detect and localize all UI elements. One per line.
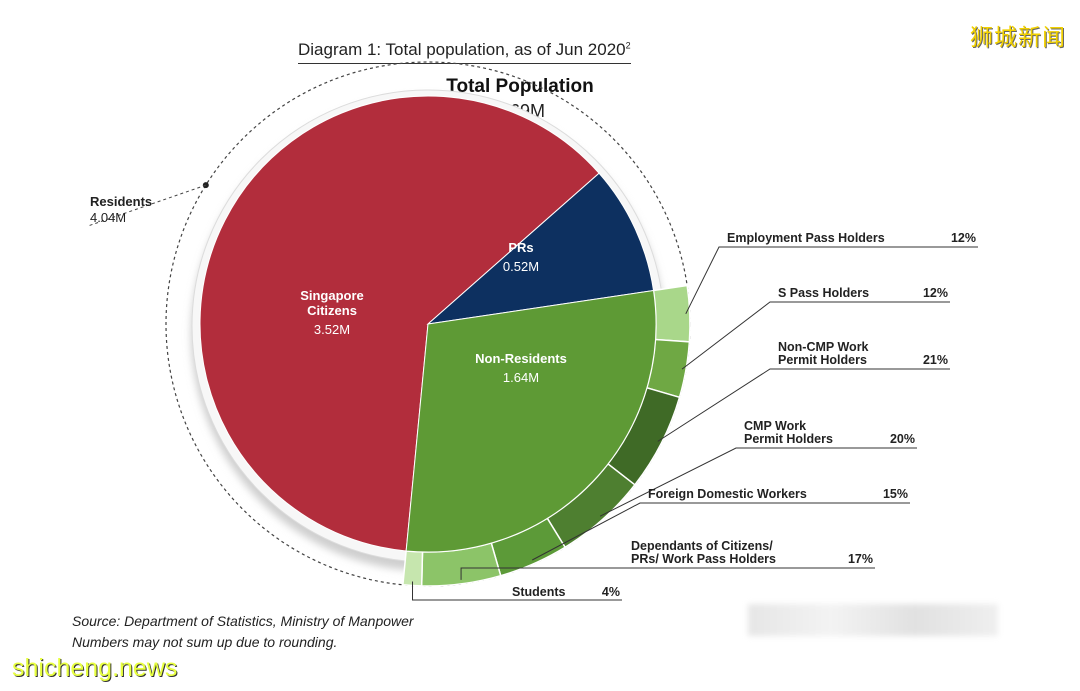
slice-label: Singapore Citizens 3.52M bbox=[300, 288, 364, 337]
breakdown-percent: 4% bbox=[602, 585, 620, 599]
slice-name: Citizens bbox=[307, 303, 357, 318]
breakdown-label-line: Foreign Domestic Workers bbox=[648, 487, 807, 501]
breakdown-label: Students bbox=[512, 585, 566, 599]
breakdown-segment-employment-pass-holders bbox=[652, 284, 691, 343]
breakdown-label-line: Non-CMP Work bbox=[778, 340, 869, 354]
diagram-title-footnote: 2 bbox=[625, 40, 631, 51]
residents-value: 4.04M bbox=[90, 210, 126, 225]
slice-label: Non-Residents 1.64M bbox=[475, 351, 567, 385]
breakdown-percent: 17% bbox=[848, 552, 873, 566]
breakdown-label: Foreign Domestic Workers bbox=[648, 487, 807, 501]
slice-name: PRs bbox=[508, 240, 533, 255]
breakdown-label-line: S Pass Holders bbox=[778, 286, 869, 300]
total-population-label: Total Population bbox=[446, 76, 594, 97]
slice-name: Non-Residents bbox=[475, 351, 567, 366]
slice-value: 0.52M bbox=[503, 259, 539, 274]
slice-non-residents bbox=[405, 289, 657, 553]
breakdown-leader-line bbox=[599, 447, 917, 517]
slice-name: Singapore bbox=[300, 288, 364, 303]
watermark-bottom: shicheng.news bbox=[12, 654, 178, 682]
residents-label: Residents bbox=[90, 194, 152, 209]
breakdown-label-line: Employment Pass Holders bbox=[727, 231, 885, 245]
breakdown-percent: 12% bbox=[951, 231, 976, 245]
slice-prs bbox=[426, 172, 655, 325]
breakdown-label-line: Permit Holders bbox=[744, 432, 833, 446]
breakdown-leader-line bbox=[412, 581, 622, 601]
breakdown-label: Dependants of Citizens/PRs/ Work Pass Ho… bbox=[631, 539, 776, 566]
rounding-note: Numbers may not sum up due to rounding. bbox=[72, 634, 338, 650]
breakdown-label: CMP Work Permit Holders bbox=[744, 419, 833, 446]
breakdown-label: Employment Pass Holders bbox=[727, 231, 885, 245]
breakdown-percent: 21% bbox=[923, 353, 948, 367]
source-text: Source: Department of Statistics, Minist… bbox=[72, 613, 414, 629]
breakdown-leader-line bbox=[657, 368, 950, 442]
breakdown-label: S Pass Holders bbox=[778, 286, 869, 300]
watermark-top: 狮城新闻 bbox=[970, 24, 1066, 50]
breakdown-label-line: Students bbox=[512, 585, 566, 599]
breakdown-label: Non-CMP Work Permit Holders bbox=[778, 340, 869, 367]
breakdown-percent: 15% bbox=[883, 487, 908, 501]
breakdown-label-line: PRs/ Work Pass Holders bbox=[631, 552, 776, 566]
breakdown-leader-line bbox=[685, 246, 978, 315]
slice-singapore-citizens bbox=[199, 95, 600, 552]
residents-leader-line bbox=[87, 184, 206, 227]
breakdown-leader-line bbox=[460, 567, 875, 580]
breakdown-label-line: Permit Holders bbox=[778, 353, 867, 367]
slice-value: 3.52M bbox=[314, 322, 350, 337]
breakdown-percent: 12% bbox=[923, 286, 948, 300]
breakdown-leader-line bbox=[681, 301, 950, 370]
breakdown-percent: 20% bbox=[890, 432, 915, 446]
breakdown-label-line: CMP Work bbox=[744, 419, 806, 433]
breakdown-segment-students bbox=[402, 550, 424, 587]
breakdown-label-line: Dependants of Citizens/ bbox=[631, 539, 773, 553]
diagram-title: Diagram 1: Total population, as of Jun 2… bbox=[298, 40, 631, 64]
breakdown-leader-line bbox=[532, 502, 910, 561]
blurred-region bbox=[748, 604, 998, 636]
slice-label: PRs 0.52M bbox=[503, 240, 539, 274]
slice-value: 1.64M bbox=[503, 370, 539, 385]
